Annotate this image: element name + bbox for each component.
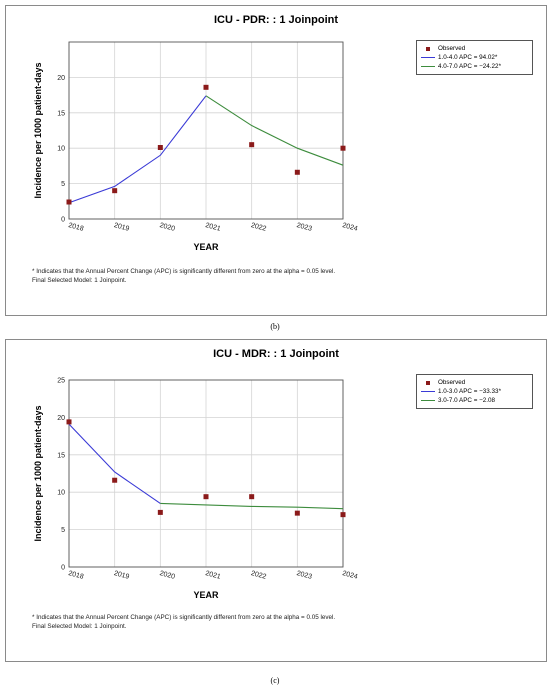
y-tick-label: 10 (57, 146, 65, 153)
x-tick-label: 2022 (250, 570, 267, 581)
y-tick-label: 25 (57, 378, 65, 385)
footnote-model: Final Selected Model: 1 Joinpoint. (32, 277, 127, 284)
legend-item-observed: Observed (421, 378, 528, 387)
observed-point (294, 510, 300, 516)
legend-item-segment-1: 1.0-3.0 APC = −33.33* (421, 387, 528, 396)
observed-point (112, 477, 118, 483)
mdr-chart-svg: 2018 2019 2020 2021 2022 2023 2024 0 5 10 15 20 25 YE… (33, 378, 358, 601)
segment-1-line-icon (421, 390, 435, 393)
x-tick-label: 2018 (67, 222, 84, 233)
chart-panel-mdr: ICU - MDR: : 1 Joinpoint 2018 2019 2020 202… (5, 339, 547, 662)
observed-point (157, 509, 163, 515)
chart-footnote: * Indicates that the Annual Percent Chan… (32, 267, 335, 285)
legend-item-segment-2: 4.0-7.0 APC = −24.22* (421, 62, 528, 71)
legend-label-segment-2: 4.0-7.0 APC = −24.22* (438, 63, 502, 70)
x-axis-title: YEAR (193, 590, 219, 600)
plot-area-frame (68, 379, 344, 568)
chart-footnote: * Indicates that the Annual Percent Chan… (32, 613, 335, 631)
observed-point (66, 199, 72, 205)
x-tick-label: 2024 (341, 570, 358, 581)
plot-area-frame (68, 41, 344, 220)
observed-point (340, 512, 346, 518)
x-tick-label: 2019 (113, 570, 130, 581)
joinpoint-segment-2-line (160, 502, 344, 510)
legend-label-segment-1: 1.0-3.0 APC = −33.33* (438, 388, 502, 395)
joinpoint-segment-1-line (68, 95, 207, 204)
y-axis-title: Incidence per 1000 patient-days (33, 62, 43, 198)
x-axis-title: YEAR (193, 242, 219, 252)
segment-2-line-icon (421, 399, 435, 402)
footnote-model: Final Selected Model: 1 Joinpoint. (32, 623, 127, 630)
observed-point (157, 144, 163, 150)
x-tick-label: 2022 (250, 222, 267, 233)
y-tick-label: 5 (61, 181, 65, 188)
y-tick-label: 15 (57, 452, 65, 459)
x-tick-label: 2024 (341, 222, 358, 233)
observed-point (340, 145, 346, 151)
x-tick-label: 2020 (159, 222, 176, 233)
segment-2-line-icon (421, 65, 435, 68)
chart-legend: Observed 1.0-4.0 APC = 94.02* 4.0-7.0 AP… (416, 40, 533, 75)
observed-marker-icon (426, 46, 430, 51)
legend-label-segment-2: 3.0-7.0 APC = −2.08 (438, 397, 496, 404)
y-tick-label: 10 (57, 490, 65, 497)
y-axis-title: Incidence per 1000 patient-days (33, 405, 43, 541)
legend-label-observed: Observed (438, 45, 466, 52)
observed-point (249, 494, 255, 500)
observed-point (112, 188, 118, 194)
legend-item-segment-1: 1.0-4.0 APC = 94.02* (421, 53, 528, 62)
figure-caption-c: (c) (270, 676, 280, 685)
x-tick-label: 2021 (204, 222, 221, 233)
legend-label-segment-1: 1.0-4.0 APC = 94.02* (438, 54, 498, 61)
observed-point (249, 142, 255, 148)
footnote-significance: * Indicates that the Annual Percent Chan… (32, 614, 336, 621)
joinpoint-segment-1-line (68, 423, 161, 504)
y-tick-label: 20 (57, 75, 65, 82)
x-tick-label: 2018 (67, 570, 84, 581)
x-tick-label: 2023 (296, 222, 313, 233)
footnote-significance: * Indicates that the Annual Percent Chan… (32, 268, 336, 275)
observed-point (203, 494, 209, 500)
legend-item-observed: Observed (421, 44, 528, 53)
legend-label-observed: Observed (438, 379, 466, 386)
y-tick-label: 0 (61, 565, 65, 572)
x-tick-label: 2020 (159, 570, 176, 581)
legend-item-segment-2: 3.0-7.0 APC = −2.08 (421, 396, 528, 405)
chart-panel-pdr: ICU - PDR: : 1 Joinpoint 2018 2019 2020 202… (5, 5, 547, 316)
pdr-chart-svg: 2018 2019 2020 2021 2022 2023 2024 0 5 10 15 20 YEAR… (33, 41, 358, 252)
observed-point (294, 169, 300, 175)
y-tick-label: 5 (61, 527, 65, 534)
observed-point (66, 419, 72, 425)
segment-1-line-icon (421, 56, 435, 59)
y-tick-label: 20 (57, 415, 65, 422)
x-tick-label: 2023 (296, 570, 313, 581)
chart-title: ICU - PDR: : 1 Joinpoint (213, 14, 339, 26)
figure-caption-b: (b) (270, 322, 280, 331)
joinpoint-segment-2-line (205, 95, 344, 166)
observed-marker-icon (426, 380, 430, 385)
chart-title: ICU - MDR: : 1 Joinpoint (213, 348, 339, 360)
y-tick-label: 15 (57, 110, 65, 117)
chart-legend: Observed 1.0-3.0 APC = −33.33* 3.0-7.0 A… (416, 374, 533, 409)
x-tick-label: 2019 (113, 222, 130, 233)
x-tick-label: 2021 (204, 570, 221, 581)
observed-point (203, 84, 209, 90)
y-tick-label: 0 (61, 217, 65, 224)
